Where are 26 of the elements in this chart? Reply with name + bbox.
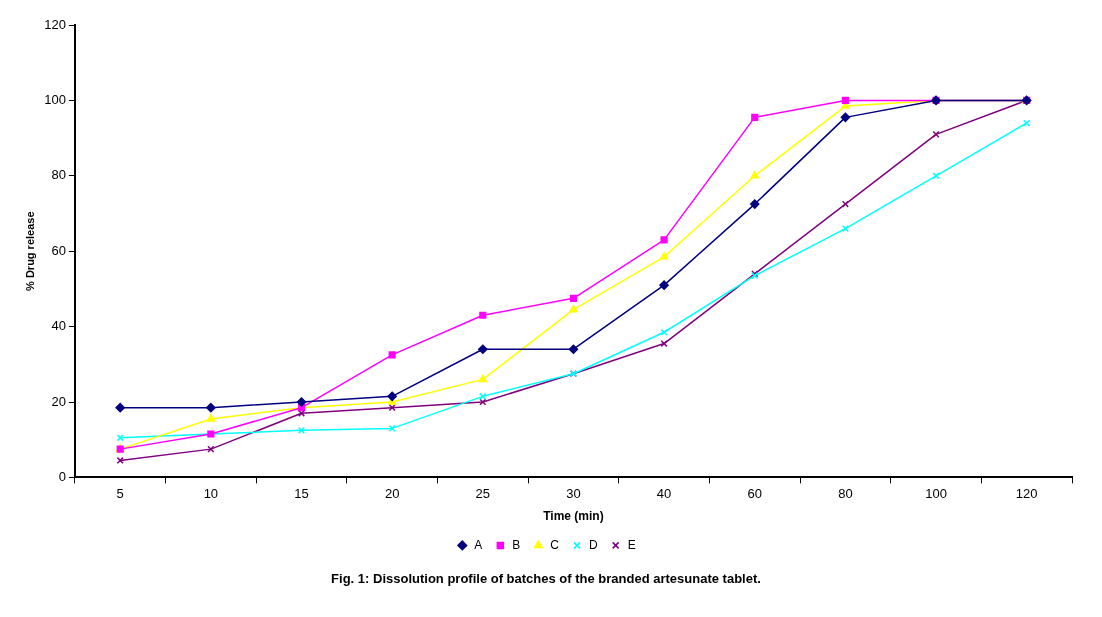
legend-label: C [550, 537, 560, 552]
y-tick-label: 100 [44, 91, 66, 107]
legend-label: D [589, 537, 598, 552]
y-tick-label: 60 [51, 242, 66, 258]
x-tick-label: 30 [566, 485, 581, 501]
y-tick-label: 120 [44, 16, 66, 32]
x-tick-label: 80 [838, 485, 853, 501]
legend-label: E [627, 537, 636, 552]
x-tick-label: 5 [116, 485, 124, 501]
x-tick-label: 10 [203, 485, 219, 501]
y-axis-title: % Drug release [23, 211, 36, 291]
text: Fig. 1: Dissolution profile of batches of the branded artesunate tablet. [331, 570, 761, 586]
x-tick-label: 20 [384, 485, 400, 501]
x-tick-label: 40 [656, 485, 672, 501]
legend-label: B [512, 537, 521, 552]
y-tick-label: 20 [51, 393, 66, 409]
y-tick-label: 0 [58, 468, 66, 484]
x-tick-label: 25 [475, 485, 491, 501]
x-tick-label: 120 [1015, 485, 1038, 501]
x-axis-title: Time (min) [543, 508, 604, 523]
x-tick-label: 60 [747, 485, 762, 501]
x-tick-label: 15 [294, 485, 309, 501]
legend-label: A [474, 537, 483, 552]
y-tick-label: 80 [51, 167, 66, 183]
x-tick-label: 100 [925, 485, 947, 501]
y-tick-label: 40 [51, 318, 66, 334]
